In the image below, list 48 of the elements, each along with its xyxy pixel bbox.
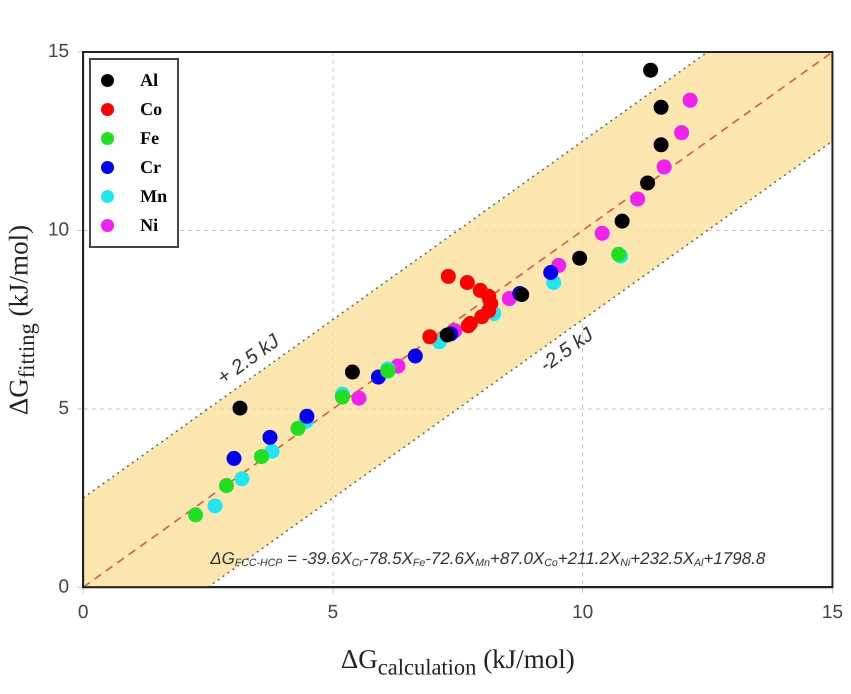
point bbox=[422, 329, 438, 344]
point bbox=[219, 478, 234, 494]
y-tick-label: 0 bbox=[58, 576, 70, 598]
y-tick-label: 5 bbox=[58, 398, 70, 420]
point bbox=[630, 192, 646, 206]
point bbox=[682, 92, 698, 108]
point bbox=[654, 137, 669, 152]
point bbox=[232, 400, 248, 416]
legend-label: Cr bbox=[140, 157, 162, 178]
x-tick-label: 5 bbox=[328, 602, 338, 623]
x-tick-label: 0 bbox=[78, 602, 88, 623]
legend-label: Fe bbox=[140, 128, 160, 149]
point bbox=[408, 348, 423, 364]
point bbox=[460, 274, 475, 290]
point bbox=[208, 498, 223, 514]
point bbox=[656, 159, 672, 174]
point bbox=[674, 125, 690, 140]
point bbox=[643, 62, 658, 78]
annotation: + 2.5 kJ bbox=[213, 330, 284, 390]
point bbox=[594, 226, 610, 241]
x-tick-label: 15 bbox=[822, 602, 844, 623]
point bbox=[344, 364, 360, 380]
point bbox=[290, 420, 306, 436]
point bbox=[234, 471, 250, 486]
y-tick-label: 15 bbox=[48, 41, 70, 62]
point bbox=[351, 390, 366, 406]
annotation: -2.5 kJ bbox=[536, 323, 598, 376]
legend-label: Ni bbox=[140, 215, 158, 236]
y-tick-label: 10 bbox=[48, 220, 70, 241]
legend-label: Al bbox=[140, 70, 158, 91]
point bbox=[640, 175, 656, 190]
point bbox=[474, 309, 490, 324]
point bbox=[614, 214, 630, 229]
x-axis-title: ΔG$_{calculation}$ (kJ/mol) bbox=[340, 644, 576, 680]
point bbox=[440, 327, 455, 342]
point bbox=[572, 250, 588, 266]
point bbox=[299, 408, 314, 424]
point bbox=[543, 265, 558, 280]
point bbox=[226, 450, 242, 466]
legend-label: Co bbox=[140, 99, 162, 120]
point bbox=[334, 390, 350, 405]
point bbox=[654, 100, 669, 115]
point bbox=[254, 449, 269, 464]
legend-label: Mn bbox=[140, 186, 168, 207]
x-tick-label: 10 bbox=[572, 602, 594, 623]
point bbox=[188, 507, 204, 522]
point bbox=[440, 268, 456, 284]
point bbox=[262, 430, 278, 445]
